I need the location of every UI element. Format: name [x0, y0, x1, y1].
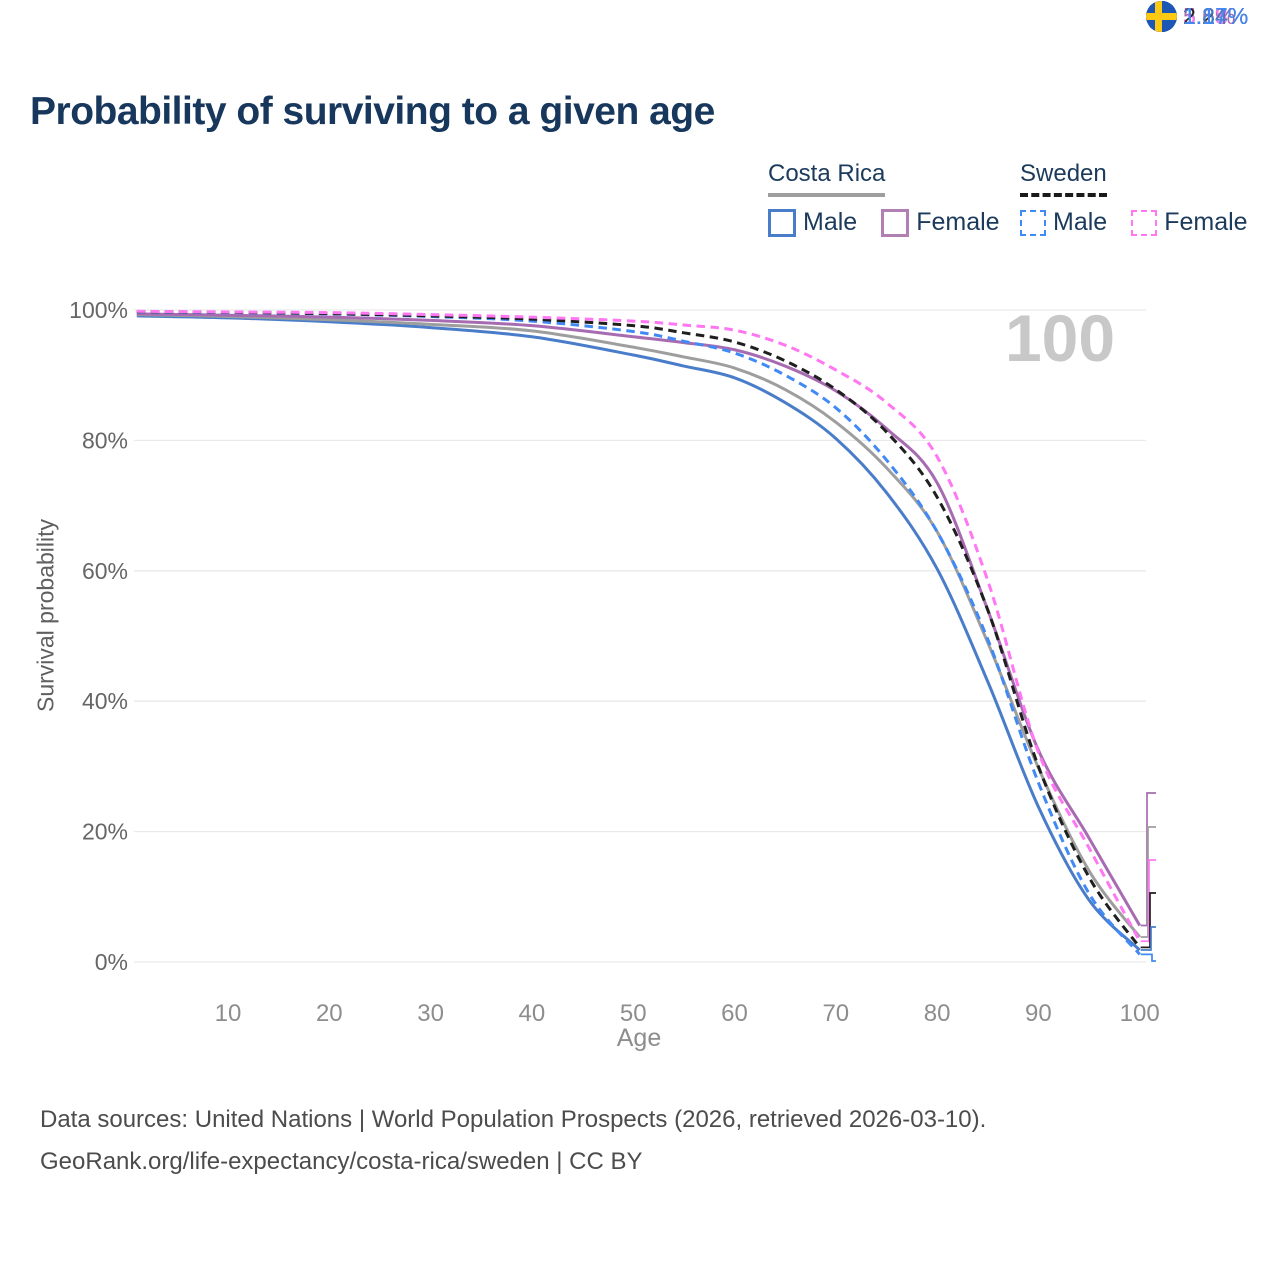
end-label-connector — [1140, 892, 1156, 949]
data-source-line: Data sources: United Nations | World Pop… — [40, 1106, 987, 1133]
y-tick-60%: 60% — [82, 558, 128, 584]
y-tick-40%: 40% — [82, 688, 128, 714]
curve-sweden-all — [136, 310, 1141, 949]
attribution-line: GeoRank.org/life-expectancy/costa-rica/s… — [40, 1148, 643, 1175]
x-tick-40: 40 — [519, 1000, 546, 1027]
end-label-value: 3.18% — [1183, 2, 1249, 29]
survival-chart: 0% 20% 40% 60% 80% 100% 10 20 30 40 50 60 70 80 90 100 — [69, 297, 1160, 1027]
end-label-connector — [1140, 792, 1156, 927]
curve-costa-rica-female — [136, 312, 1141, 927]
legend-group-sweden: Sweden Male Female — [1020, 160, 1248, 237]
page-title: Probability of surviving to a given age — [30, 90, 715, 133]
legend-item-costa-rica-male[interactable]: Male — [768, 208, 857, 237]
legend-item-label: Male — [1053, 208, 1108, 236]
x-tick-70: 70 — [822, 1000, 849, 1027]
curve-costa-rica-male — [136, 314, 1141, 952]
legend-item-label: Female — [916, 208, 1000, 236]
x-tick-20: 20 — [316, 1000, 343, 1027]
y-tick-20%: 20% — [82, 819, 128, 845]
legend-item-sweden-female[interactable]: Female — [1131, 208, 1248, 237]
end-label-value: 2.24% — [1183, 2, 1249, 29]
x-axis-title: Age — [616, 1024, 662, 1052]
legend-item-sweden-male[interactable]: Male — [1020, 208, 1107, 237]
end-label-connector — [1140, 926, 1156, 951]
end-label-value: 3.83% — [1183, 2, 1249, 29]
end-label-connector — [1140, 826, 1156, 938]
curve-sweden-male — [136, 310, 1141, 956]
curve-costa-rica-all — [136, 313, 1141, 938]
end-label-value: 1.84% — [1183, 2, 1249, 29]
y-tick-100%: 100% — [69, 297, 128, 323]
sweden-flag-icon — [1146, 0, 1177, 32]
x-tick-80: 80 — [924, 1000, 951, 1027]
end-label-connector — [1140, 953, 1156, 962]
legend-item-label: Male — [803, 208, 858, 236]
x-tick-50: 50 — [620, 1000, 647, 1027]
sweden-male-swatch-icon — [1020, 209, 1046, 236]
y-tick-0%: 0% — [95, 949, 128, 975]
legend-group-costa-rica: Costa Rica Male Female — [768, 160, 1000, 237]
end-label-value: 1.17% — [1183, 2, 1249, 29]
end-label-connector — [1140, 859, 1156, 943]
curve-sweden-female — [136, 309, 1142, 942]
x-tick-100: 100 — [1120, 1000, 1160, 1027]
legend-country-costa-rica[interactable]: Costa Rica — [768, 160, 886, 197]
sweden-female-swatch-icon — [1131, 209, 1158, 236]
legend-item-costa-rica-female[interactable]: Female — [881, 208, 1000, 237]
y-tick-80%: 80% — [82, 427, 128, 453]
legend-item-label: Female — [1164, 208, 1248, 236]
x-tick-30: 30 — [417, 1000, 444, 1027]
x-tick-60: 60 — [721, 1000, 748, 1027]
legend-country-sweden[interactable]: Sweden — [1020, 160, 1107, 197]
x-tick-90: 90 — [1025, 1000, 1052, 1027]
costa-rica-female-swatch-icon — [881, 208, 910, 237]
age-watermark: 100 — [1004, 301, 1116, 375]
x-tick-10: 10 — [215, 1000, 242, 1027]
end-label-row-se-male: 1.17% — [1146, 0, 1248, 32]
costa-rica-male-swatch-icon — [768, 208, 796, 237]
end-label-value: 5.6% — [1183, 2, 1236, 29]
